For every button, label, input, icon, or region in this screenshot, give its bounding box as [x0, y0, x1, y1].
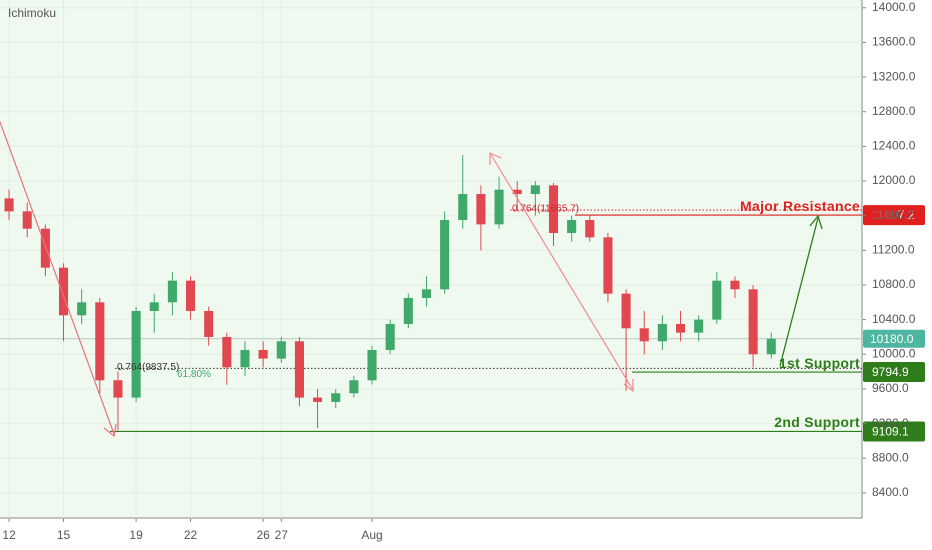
- trend-line: [489, 152, 634, 391]
- candle-body: [639, 328, 649, 342]
- candle-body: [367, 349, 377, 381]
- levels: [0, 209, 862, 433]
- candle-body: [77, 302, 87, 316]
- candle-body: [167, 280, 177, 303]
- level-name: 2nd Support: [774, 414, 860, 430]
- candle-body: [22, 211, 32, 229]
- candle-body: [657, 323, 667, 342]
- level-name: Major Resistance: [740, 198, 860, 214]
- candle-body: [476, 194, 486, 225]
- y-tick-label: 12000.0: [872, 173, 916, 187]
- y-tick-label: 10800.0: [872, 277, 916, 291]
- indicator-label: Ichimoku: [8, 6, 56, 20]
- candle-body: [240, 349, 250, 368]
- candle-body: [40, 228, 50, 268]
- candle-body: [603, 237, 613, 294]
- level-price-box: [863, 205, 925, 226]
- candle-body: [403, 297, 413, 324]
- x-tick-label: 12: [2, 528, 16, 542]
- x-tick-label: 26: [256, 528, 270, 542]
- candle-body: [730, 280, 740, 290]
- y-tick-label: 11200.0: [872, 243, 915, 257]
- candle-body: [258, 349, 268, 359]
- level-price-label: 9109.1: [872, 425, 909, 439]
- x-tick-label: 19: [129, 528, 143, 542]
- candle-body: [4, 198, 14, 212]
- arrow-head: [103, 423, 117, 438]
- candle-body: [421, 289, 431, 298]
- y-tick-label: 12400.0: [872, 139, 916, 153]
- candle-body: [349, 380, 359, 394]
- x-tick-label: 27: [275, 528, 289, 542]
- level-name: 1st Support: [779, 355, 860, 371]
- time-axis-background: [0, 518, 862, 550]
- candle-body: [548, 185, 559, 234]
- x-tick-label: 15: [57, 528, 71, 542]
- candle-body: [131, 310, 141, 398]
- x-tick-label: Aug: [361, 528, 382, 542]
- candle-body: [222, 336, 232, 368]
- candle-body: [385, 323, 395, 350]
- plot-background: [0, 0, 862, 518]
- fib-label: 0.764(9837.5): [117, 362, 179, 373]
- y-tick-label: 11600.0: [872, 208, 915, 222]
- candle-body: [58, 267, 69, 316]
- y-tick-label: 13600.0: [872, 35, 916, 49]
- trend-line: [779, 217, 819, 367]
- candle-body: [313, 397, 323, 402]
- candle-body: [458, 194, 468, 221]
- candle-body: [512, 189, 522, 195]
- y-tick-label: 9200.0: [872, 416, 909, 430]
- candle-body: [331, 393, 341, 402]
- labels: 10180.0 0.764(9837.5)61.80% 0.764(11665.7)…: [117, 198, 925, 442]
- arrow-head: [809, 214, 823, 230]
- candle-body: [440, 220, 450, 290]
- x-tick-label: 22: [184, 528, 198, 542]
- candle-body: [585, 220, 595, 238]
- trend-arrows: [0, 121, 823, 438]
- arrow-head: [489, 152, 502, 165]
- candle-body: [204, 310, 214, 337]
- y-tick-label: 10400.0: [872, 312, 916, 326]
- trend-line: [0, 121, 115, 435]
- fib-note: 61.80%: [177, 369, 211, 380]
- candle-body: [675, 323, 686, 333]
- level-price-label: 9794.9: [872, 365, 909, 379]
- y-tick-label: 8400.0: [872, 485, 909, 499]
- candle-body: [95, 302, 105, 381]
- candle-body: [294, 341, 304, 398]
- candle-body: [186, 280, 196, 311]
- candle-body: [748, 289, 758, 355]
- y-tick-label: 13200.0: [872, 69, 916, 83]
- y-tick-label: 8800.0: [872, 450, 909, 464]
- fib-label: 0.764(11665.7): [512, 204, 579, 215]
- y-tick-label: 10000.0: [872, 346, 916, 360]
- current-price-label: 10180.0: [870, 332, 914, 346]
- current-price-box: [863, 329, 925, 348]
- candle-body: [621, 293, 631, 329]
- arrow-head: [623, 379, 634, 393]
- level-price-label: 11607.2: [872, 208, 915, 222]
- candle-body: [113, 380, 123, 398]
- candle-body: [712, 280, 722, 320]
- y-tick-label: 14000.0: [872, 0, 916, 14]
- price-axis-background: [862, 0, 932, 550]
- y-tick-label: 9600.0: [872, 381, 909, 395]
- candle-body: [567, 220, 577, 234]
- level-price-box: [863, 421, 925, 442]
- candle-body: [276, 341, 286, 359]
- candle-body: [149, 302, 159, 311]
- candle-body: [694, 319, 704, 333]
- y-tick-label: 12800.0: [872, 104, 916, 118]
- candles: [4, 155, 776, 431]
- candle-body: [766, 338, 776, 355]
- candle-body: [494, 189, 504, 225]
- candle-body: [530, 185, 540, 195]
- level-price-box: [863, 362, 925, 383]
